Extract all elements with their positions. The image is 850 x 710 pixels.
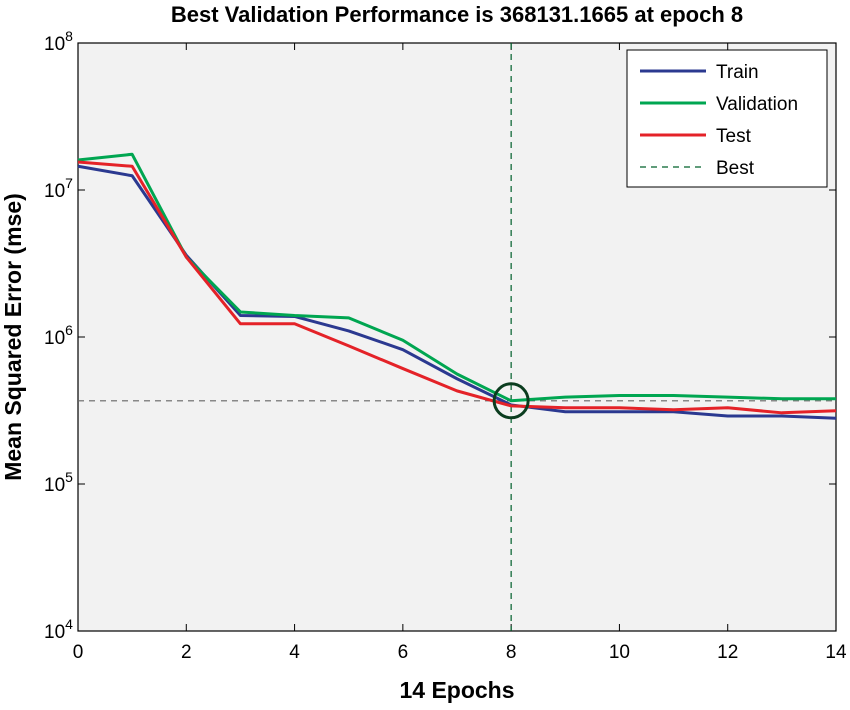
y-axis-label: Mean Squared Error (mse) <box>0 193 26 481</box>
legend-label-train: Train <box>716 62 759 83</box>
legend-label-validation: Validation <box>716 94 798 115</box>
best-marker-group <box>492 382 530 420</box>
x-axis-label: 14 Epochs <box>399 677 514 703</box>
y-tick-base: 10 <box>44 475 65 496</box>
chart-title: Best Validation Performance is 368131.16… <box>171 2 743 27</box>
y-tick-label: 107 <box>44 175 73 202</box>
legend-label-best: Best <box>716 158 755 179</box>
x-tick-label: 2 <box>181 642 192 663</box>
y-tick-exponent: 5 <box>65 469 73 485</box>
y-tick-exponent: 6 <box>65 322 73 338</box>
y-tick-exponent: 8 <box>65 28 73 44</box>
x-tick-label: 0 <box>73 642 84 663</box>
y-tick-base: 10 <box>44 34 65 55</box>
legend-items: Train Validation Test Best <box>640 62 798 179</box>
series-line-validation <box>77 152 836 403</box>
legend-label-test: Test <box>716 126 752 147</box>
y-tick-exponent: 4 <box>65 616 73 632</box>
x-axis-ticks: 0 2 4 6 8 10 12 14 <box>73 43 847 663</box>
y-tick-label: 106 <box>44 322 73 349</box>
y-tick-label: 108 <box>44 28 73 55</box>
series-lines <box>77 152 837 420</box>
y-tick-base: 10 <box>44 328 65 349</box>
legend: Train Validation Test Best <box>626 49 828 188</box>
y-tick-exponent: 7 <box>65 175 73 191</box>
best-guides <box>78 43 836 631</box>
x-tick-label: 4 <box>289 642 300 663</box>
legend-box <box>626 49 828 188</box>
best-marker <box>492 382 530 420</box>
x-tick-label: 6 <box>398 642 409 663</box>
x-tick-label: 10 <box>609 642 630 663</box>
y-tick-label: 104 <box>44 616 73 643</box>
x-tick-label: 8 <box>506 642 517 663</box>
y-tick-base: 10 <box>44 181 65 202</box>
series-line-test <box>77 160 837 415</box>
y-tick-label: 105 <box>44 469 73 496</box>
y-tick-base: 10 <box>44 622 65 643</box>
x-tick-label: 14 <box>825 642 847 663</box>
x-tick-label: 12 <box>717 642 738 663</box>
